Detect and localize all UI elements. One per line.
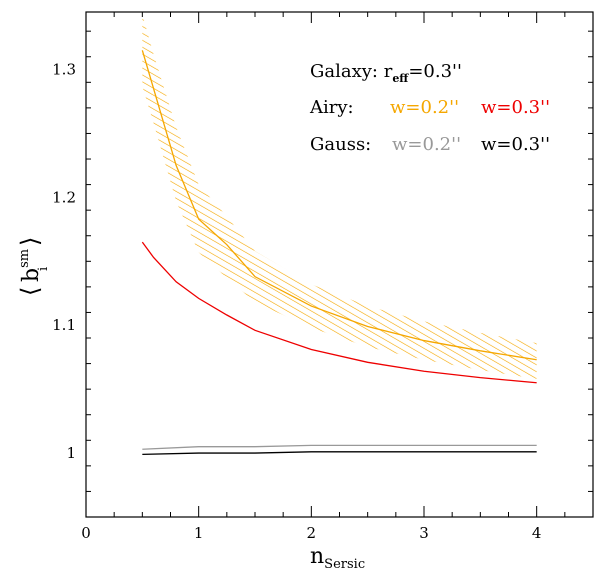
legend-galaxy: Galaxy: reff=0.3'' (310, 61, 462, 85)
legend-galaxy-prefix: Galaxy: r (310, 61, 393, 82)
x-tick-label: 3 (419, 524, 429, 542)
svg-text:bsm: bsm (17, 249, 44, 282)
x-tick-label: 4 (532, 524, 542, 542)
legend-gauss-label: Gauss: (310, 134, 371, 155)
tick-labels: 0 1 2 3 4 1 1.1 1.2 1.3 (52, 61, 541, 542)
y-tick-label: 1 (66, 444, 76, 462)
legend-airy-label: Airy: (309, 97, 354, 118)
legend-airy-w02: w=0.2'' (390, 97, 459, 118)
y-axis-label-sup: sm (17, 249, 32, 268)
line-airy_w03 (141, 241, 537, 384)
legend-galaxy-sub: eff (392, 72, 409, 85)
x-axis-label-sub: Sersic (324, 557, 365, 571)
y-axis-bracket-right: ⟩ (16, 237, 44, 246)
band-airy_w02 (142, 14, 537, 379)
x-tick-label: 2 (307, 524, 317, 542)
legend-gauss-w03: w=0.3'' (481, 134, 550, 155)
y-tick-label: 1.3 (52, 61, 76, 79)
y-tick-label: 1.2 (52, 188, 76, 206)
line-airy_w02 (141, 50, 537, 361)
x-tick-label: 1 (194, 524, 204, 542)
y-axis-label-sub: i (36, 267, 51, 271)
x-tick-label: 0 (81, 524, 91, 542)
y-axis-label-main: b (19, 268, 44, 282)
line-gauss_w03 (142, 451, 537, 455)
y-axis-bracket-left: ⟨ (16, 287, 44, 296)
axis-ticks (85, 12, 594, 518)
y-tick-label: 1.1 (52, 316, 76, 334)
x-axis-label: nSersic (310, 544, 365, 571)
error-bands (142, 14, 537, 379)
legend: Galaxy: reff=0.3'' Airy: w=0.2'' w=0.3''… (309, 61, 550, 155)
legend-galaxy-suffix: =0.3'' (408, 61, 462, 82)
legend-gauss-w02: w=0.2'' (392, 134, 461, 155)
legend-airy-w03: w=0.3'' (481, 97, 550, 118)
line-gauss_w02 (142, 444, 537, 450)
x-axis-label-main: n (310, 544, 324, 569)
series-lines (141, 50, 537, 455)
y-axis-label: ⟨ bsm i ⟩ (16, 237, 51, 296)
